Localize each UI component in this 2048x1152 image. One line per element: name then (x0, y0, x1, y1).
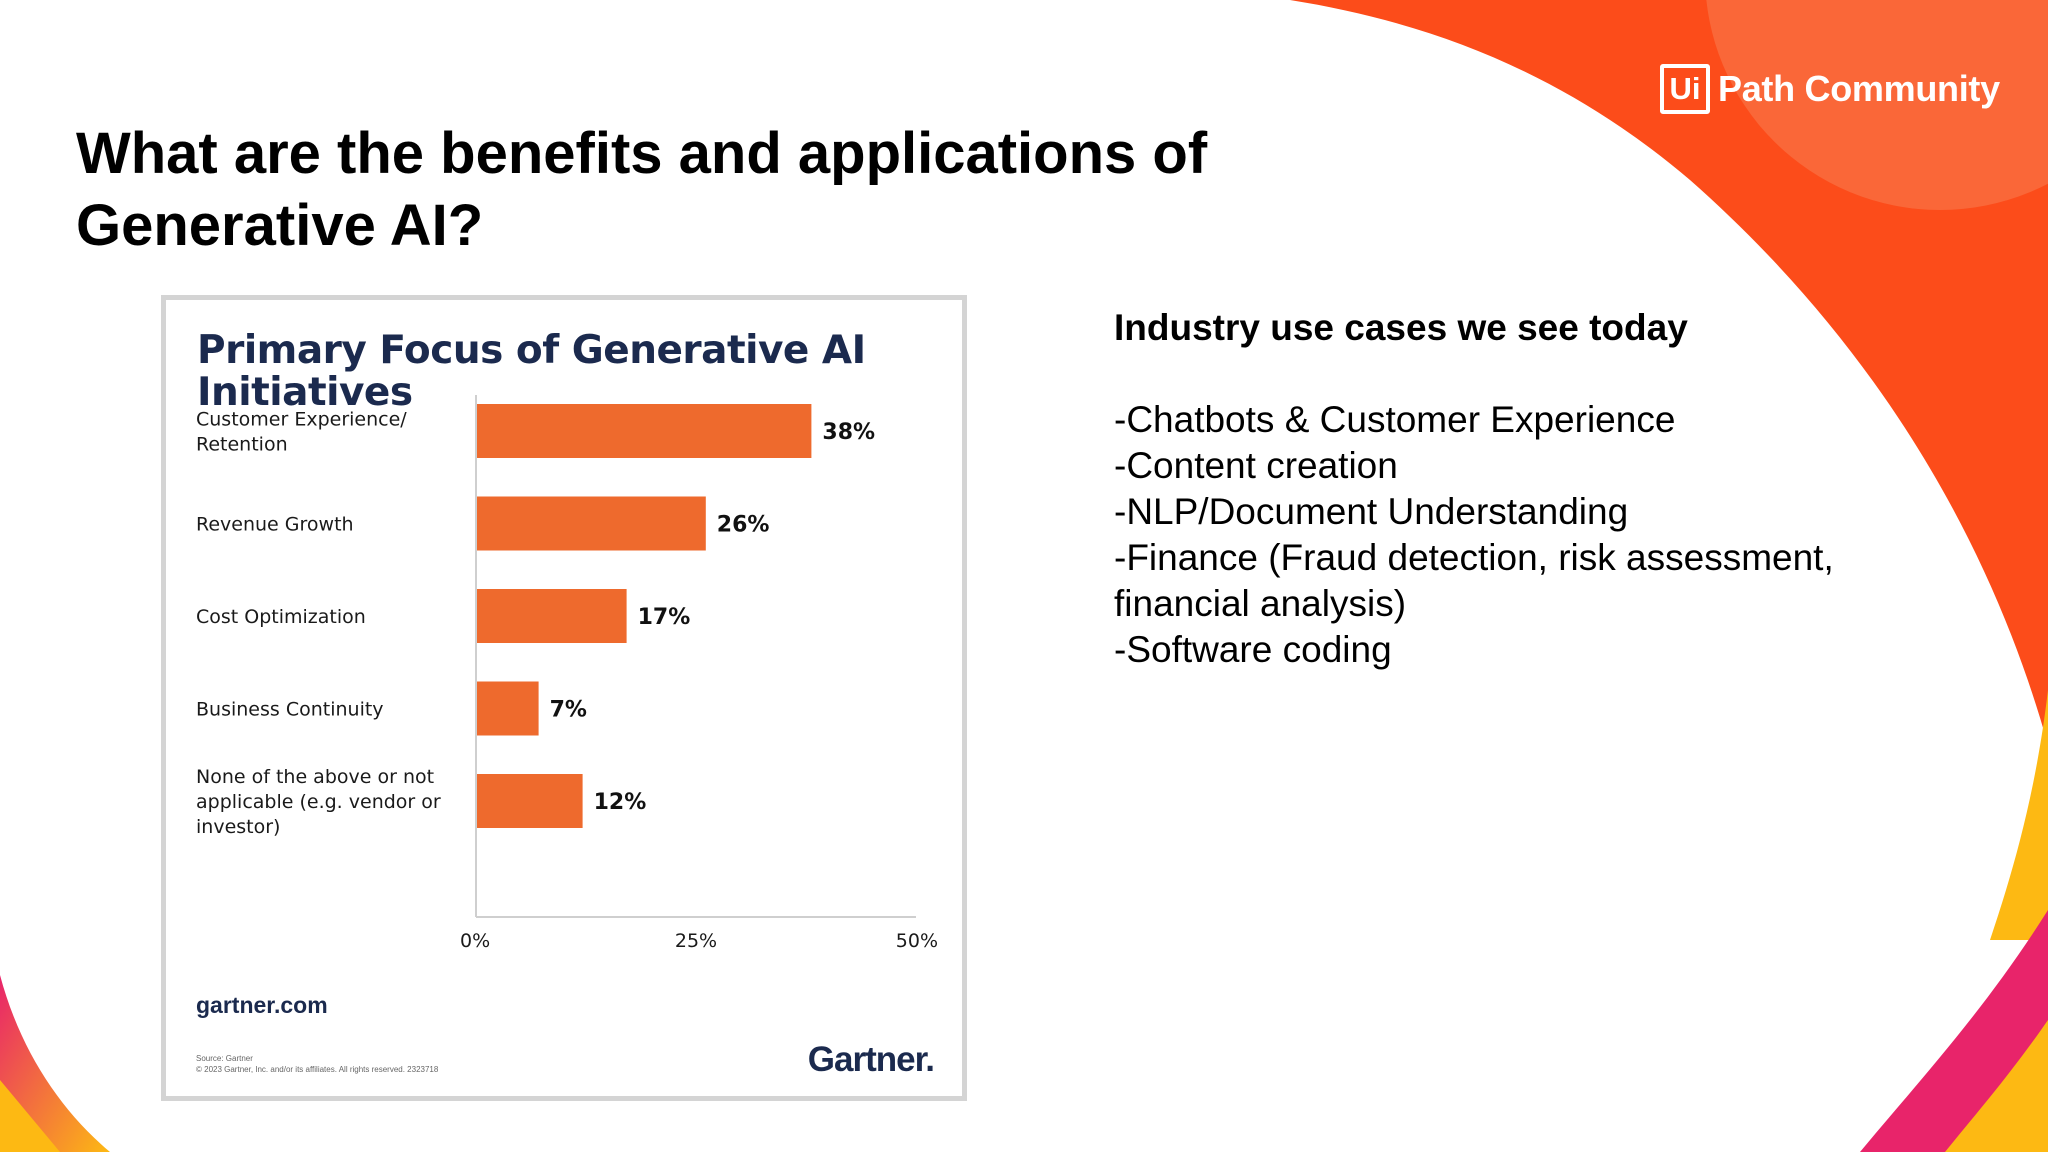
use-case-item: -Content creation (1114, 445, 1398, 486)
use-cases-list: -Chatbots & Customer Experience -Content… (1114, 397, 2014, 673)
x-tick-label: 50% (896, 930, 938, 952)
bar-value-label: 7% (550, 698, 587, 723)
bar-value-label: 38% (822, 420, 875, 445)
bar (477, 496, 706, 551)
bottom-left-swoosh (0, 975, 110, 1152)
copyright-line: © 2023 Gartner, Inc. and/or its affiliat… (196, 1065, 439, 1074)
use-case-item: -NLP/Document Understanding (1114, 491, 1629, 532)
gartner-logo: Gartner. (807, 1040, 935, 1079)
bar (477, 404, 812, 458)
bar (477, 774, 583, 828)
x-tick-label: 0% (460, 930, 490, 952)
source-note: Source: Gartner © 2023 Gartner, Inc. and… (196, 1053, 438, 1075)
x-tick-label: 25% (675, 930, 717, 952)
gartner-site-label: gartner.com (196, 992, 328, 1018)
use-case-item: financial analysis) (1114, 583, 1407, 624)
category-label-line: Retention (196, 434, 288, 456)
category-label-line: Revenue Growth (196, 514, 354, 536)
category-label: None of the above or not applicable (e.g.… (196, 766, 441, 838)
category-label: Customer Experience/Retention (196, 409, 407, 456)
bar (477, 681, 539, 736)
uipath-logo-text: Path Community (1718, 68, 2000, 109)
category-label: Business Continuity (196, 699, 384, 721)
bar (477, 589, 627, 643)
right-edge-accent (1990, 690, 2048, 940)
use-cases-heading: Industry use cases we see today (1114, 307, 1688, 348)
category-label-line: applicable (e.g. vendor or (196, 791, 441, 813)
use-case-item: -Finance (Fraud detection, risk assessme… (1114, 537, 1834, 578)
bar-value-label: 12% (594, 790, 647, 815)
category-label-line: Cost Optimization (196, 606, 366, 628)
source-line: Source: Gartner (196, 1054, 253, 1063)
top-right-circle (1706, 0, 2048, 210)
bottom-right-accent (1945, 1020, 2048, 1152)
gartner-chart-card: Primary Focus of Generative AI Initiativ… (161, 295, 967, 1101)
category-label-line: None of the above or not (196, 766, 434, 788)
bottom-left-accent (0, 1080, 60, 1152)
category-label: Revenue Growth (196, 514, 354, 536)
category-label-line: Customer Experience/ (196, 409, 407, 431)
category-label-line: Business Continuity (196, 699, 384, 721)
uipath-community-logo: Ui Path Community (1660, 64, 2000, 114)
uipath-logo-box: Ui (1660, 64, 1710, 114)
use-case-item: -Chatbots & Customer Experience (1114, 399, 1676, 440)
chart-title: Primary Focus of Generative AI Initiativ… (197, 328, 866, 415)
bar-chart: 38% Customer Experience/Retention 26% Reven… (196, 395, 938, 952)
bar-value-label: 26% (717, 513, 770, 538)
slide-title: What are the benefits and applications o… (76, 121, 1208, 258)
category-label-line: investor) (196, 816, 280, 838)
use-case-item: -Software coding (1114, 629, 1392, 670)
use-cases-panel: Industry use cases we see today -Chatbot… (1114, 305, 2014, 673)
bar-value-label: 17% (638, 605, 691, 630)
category-label: Cost Optimization (196, 606, 366, 628)
